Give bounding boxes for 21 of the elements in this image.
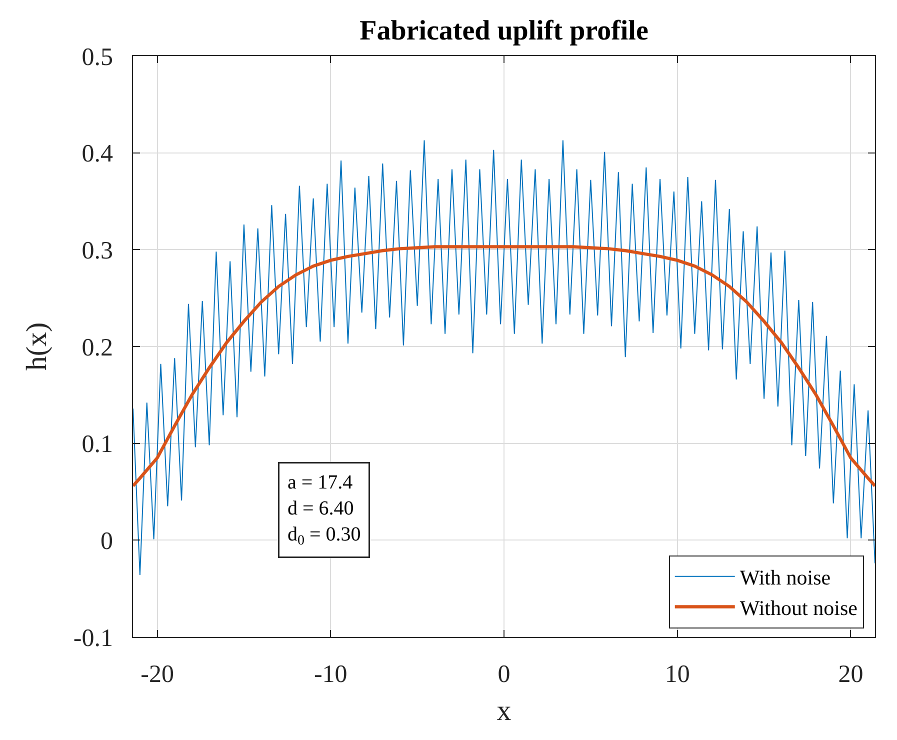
y-tick-label: 0.4 <box>82 140 114 168</box>
y-tick-label: -0.1 <box>73 624 113 652</box>
y-tick-label: 0 <box>100 528 113 555</box>
legend-label: Without noise <box>740 596 858 620</box>
chart-title: Fabricated uplift profile <box>360 15 648 46</box>
y-tick-label: 0.5 <box>82 44 113 71</box>
annotation: d$_{0}$ = 0.30 <box>288 524 361 549</box>
x-tick-label: -10 <box>314 661 348 688</box>
line-series <box>133 245 875 488</box>
y-tick-label: 0.3 <box>82 237 113 264</box>
x-tick-label: 20 <box>838 661 864 688</box>
x-tick-label: -20 <box>140 661 174 688</box>
x-tick-label: 10 <box>664 661 690 688</box>
legend-label: With noise <box>740 566 831 590</box>
annotation: a = 17.4 <box>288 472 353 494</box>
y-tick-label: 0.1 <box>82 431 113 458</box>
y-tick-label: 0.2 <box>82 334 113 362</box>
x-axis-title: x <box>496 694 512 727</box>
annotation: d = 6.40 <box>288 498 354 520</box>
y-axis-title: h(x) <box>20 322 53 371</box>
x-tick-label: 0 <box>498 661 510 688</box>
